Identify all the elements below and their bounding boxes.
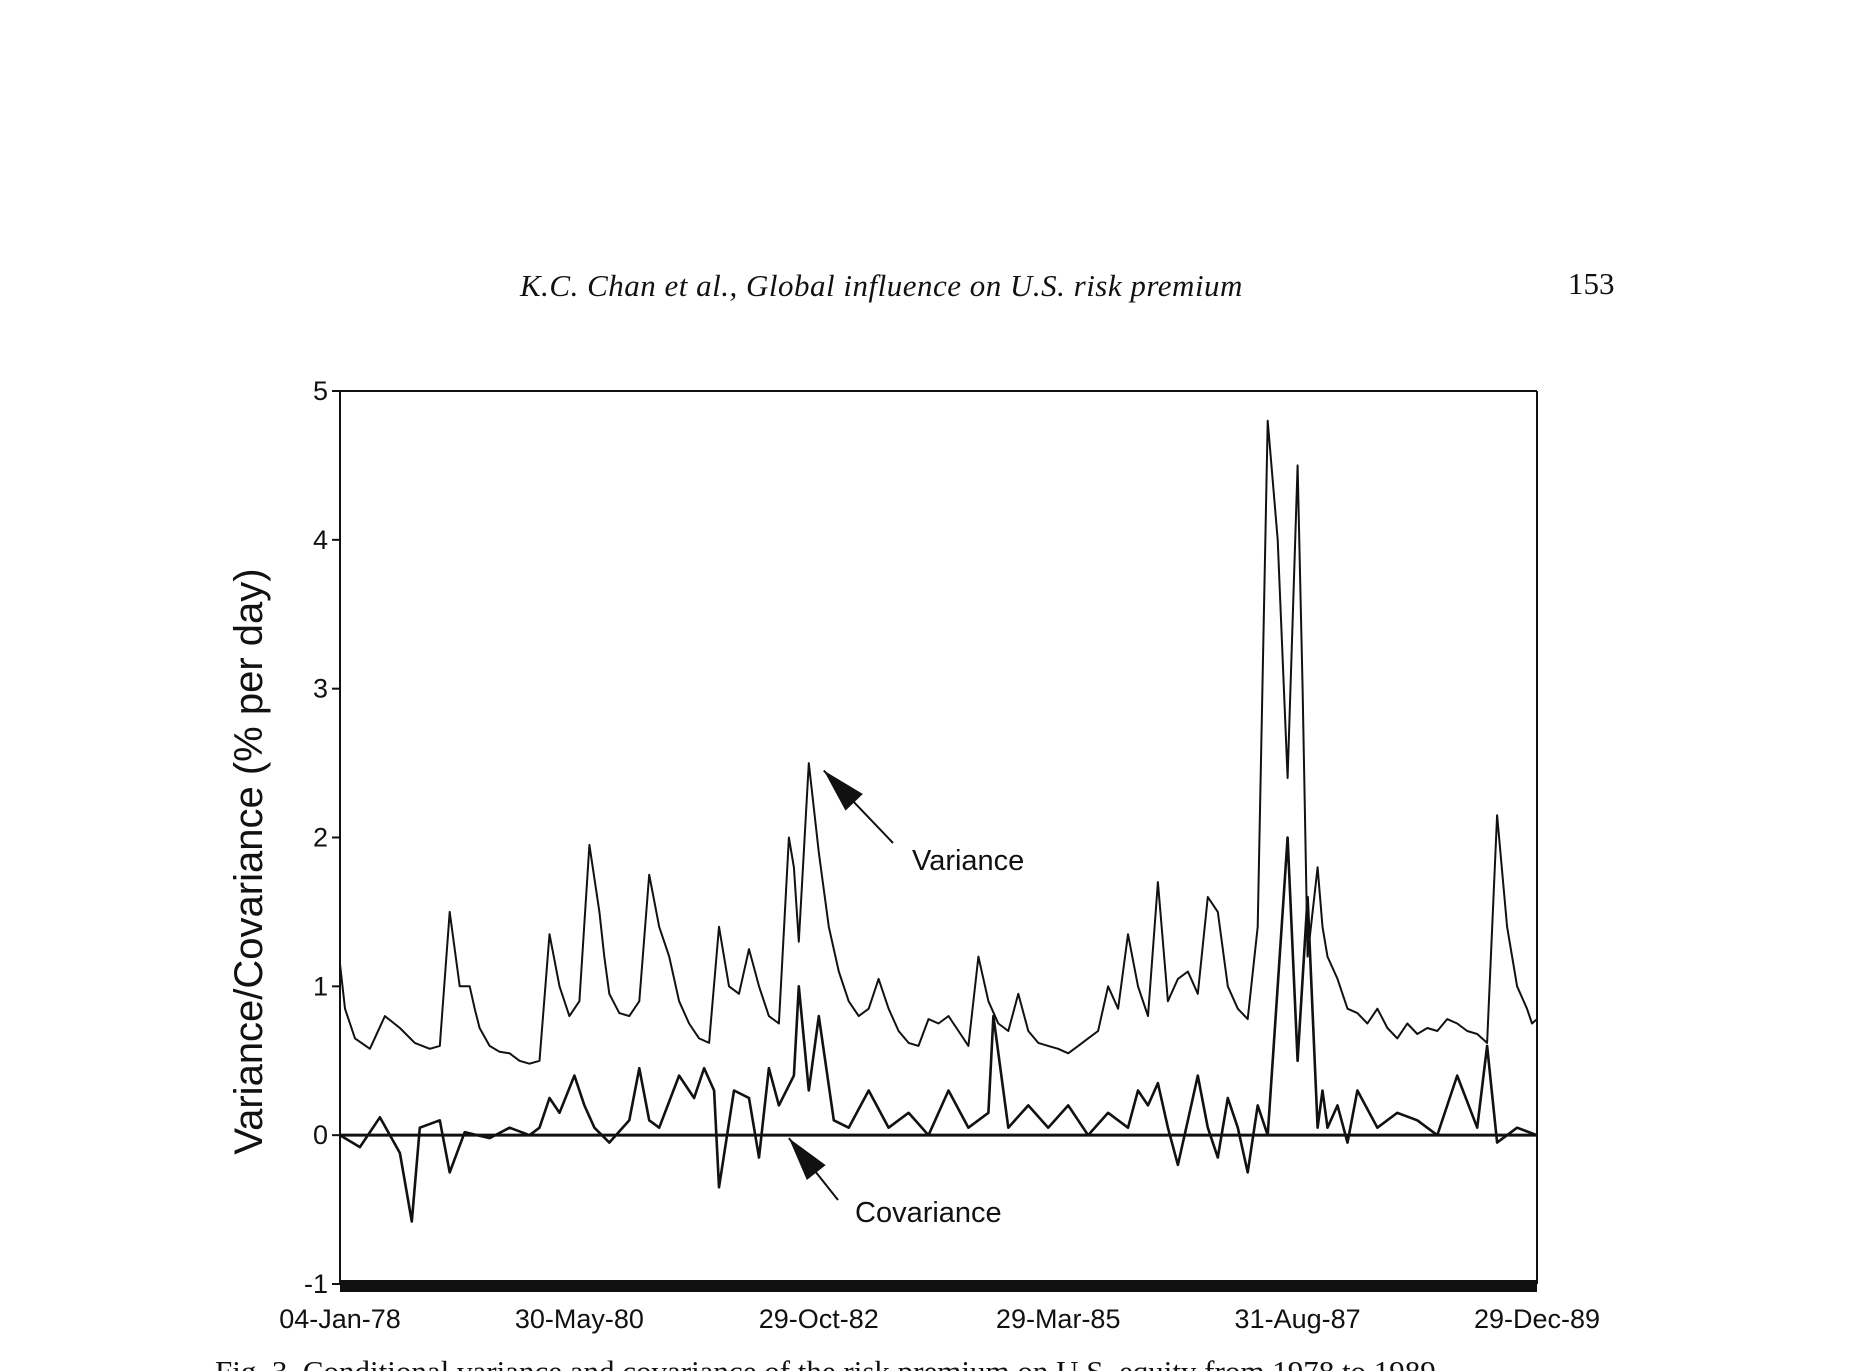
x-tick-label: 30-May-80 [515,1304,644,1334]
annotation-label: Variance [912,845,1024,877]
x-tick-label: 29-Oct-82 [759,1304,879,1334]
annotation-layer: Variance Covariance [788,769,1024,1229]
variance-line [339,419,1538,1065]
y-tick-label: 3 [313,674,328,704]
plot-frame [339,390,1538,1292]
series-layer [339,419,1538,1223]
annotation-arrowhead [823,770,863,811]
covariance-line [339,836,1538,1223]
y-tick-label: 2 [313,823,328,853]
page-number: 153 [1568,266,1615,301]
x-tick-label: 29-Mar-85 [996,1304,1121,1334]
figure-caption: Fig. 3. Conditional variance and covaria… [215,1352,1635,1371]
x-axis-bar [340,1280,1537,1292]
x-tick-label: 31-Aug-87 [1235,1304,1361,1334]
annotation-label: Covariance [855,1197,1002,1229]
y-tick-label: -1 [304,1269,328,1299]
y-axis-label: Variance/Covariance (% per day) [227,568,271,1154]
y-tick-label: 1 [313,971,328,1001]
x-tick-label: 04-Jan-78 [279,1304,401,1334]
y-tick-label: 5 [313,376,328,406]
y-tick-label: 0 [313,1120,328,1150]
y-tick-label: 4 [313,525,328,555]
running-head: K.C. Chan et al., Global influence on U.… [520,268,1243,303]
annotation-arrowhead [788,1138,826,1181]
axis-layer: -1 0 1 2 3 4 5 04-Jan-78 30-May-80 29-Oct-82 29-Ma… [279,376,1600,1334]
x-tick-label: 29-Dec-89 [1474,1304,1600,1334]
